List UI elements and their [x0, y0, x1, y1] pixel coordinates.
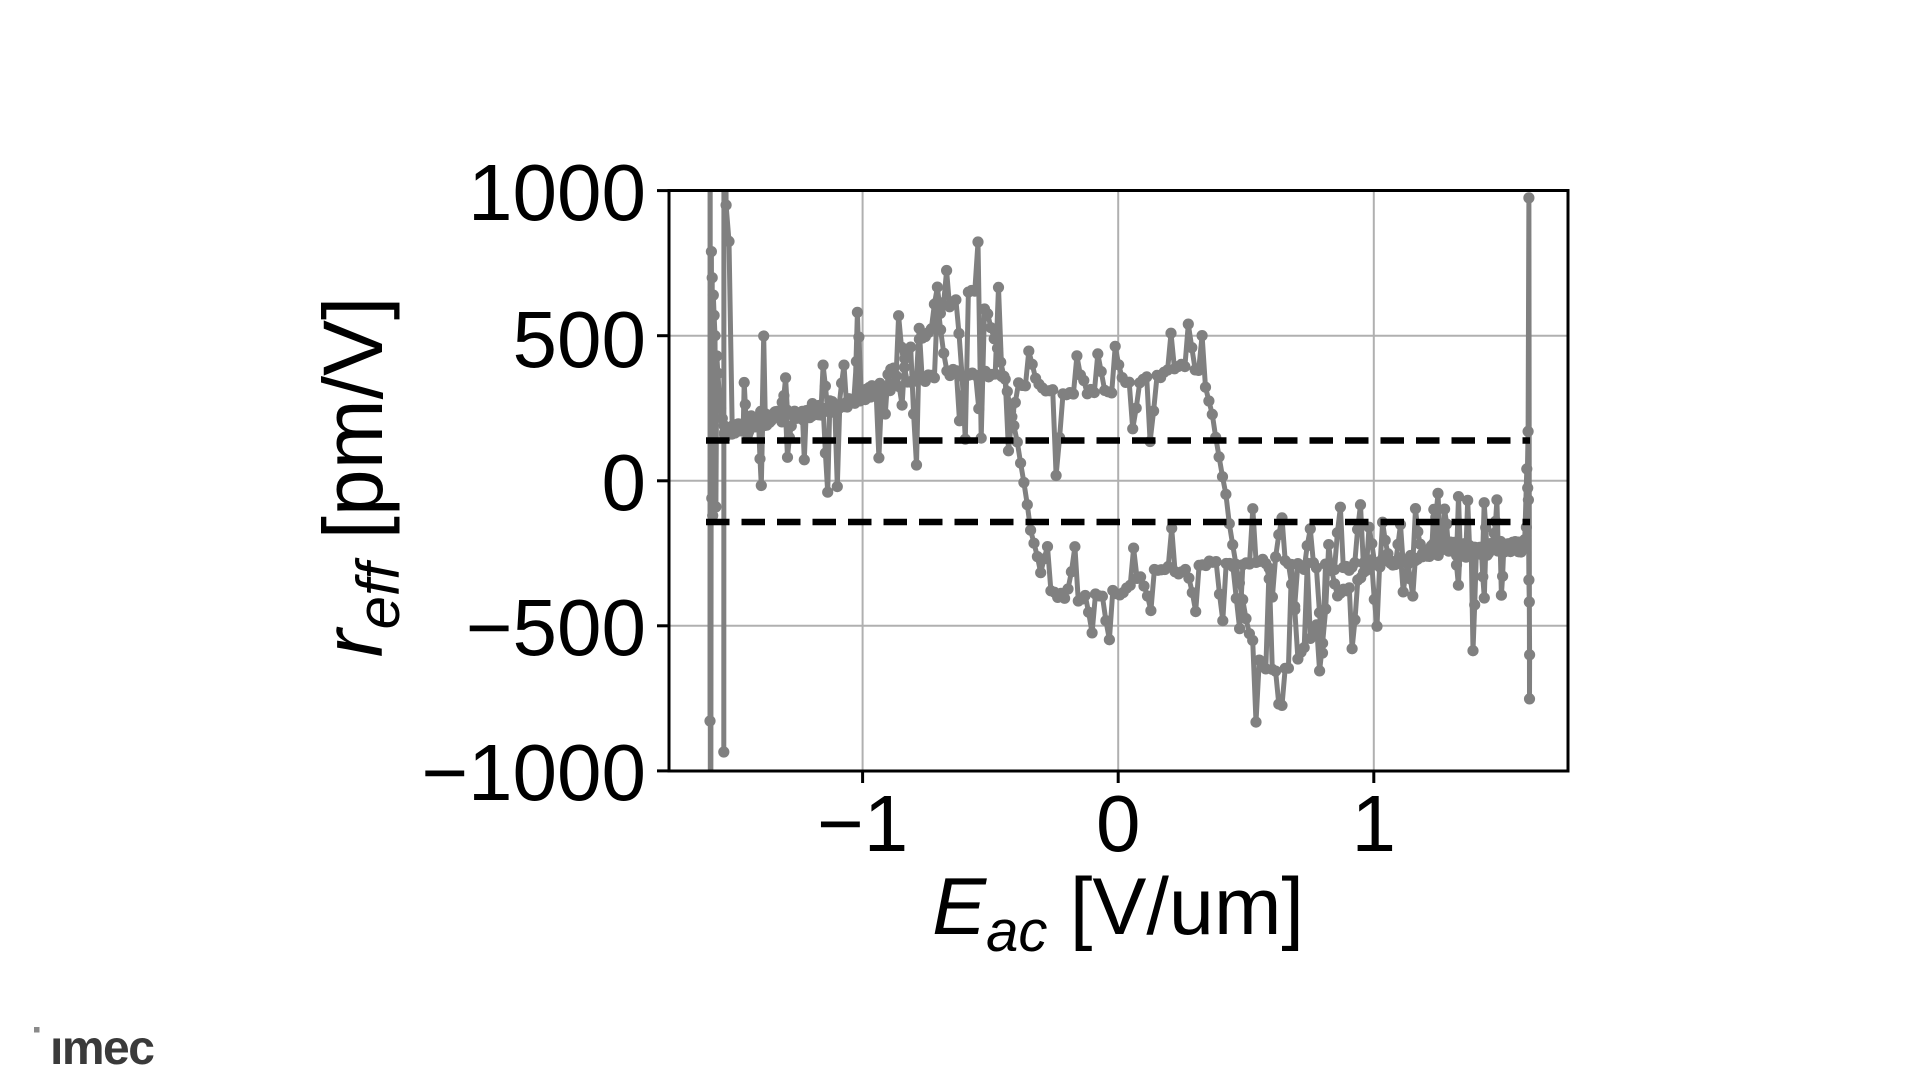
svg-text:−1: −1 [817, 779, 908, 868]
svg-text:Eac [V/um]: Eac [V/um] [932, 862, 1304, 964]
svg-text:reff [pm/V]: reff [pm/V] [306, 297, 412, 658]
svg-text:0: 0 [1096, 779, 1141, 868]
svg-text:0: 0 [602, 438, 647, 527]
svg-text:ımec: ımec [50, 1022, 154, 1075]
svg-text:−1000: −1000 [421, 728, 646, 817]
svg-text:1: 1 [1352, 779, 1397, 868]
svg-text:1000: 1000 [468, 148, 646, 237]
svg-text:−500: −500 [466, 583, 646, 672]
svg-text:500: 500 [513, 295, 646, 384]
